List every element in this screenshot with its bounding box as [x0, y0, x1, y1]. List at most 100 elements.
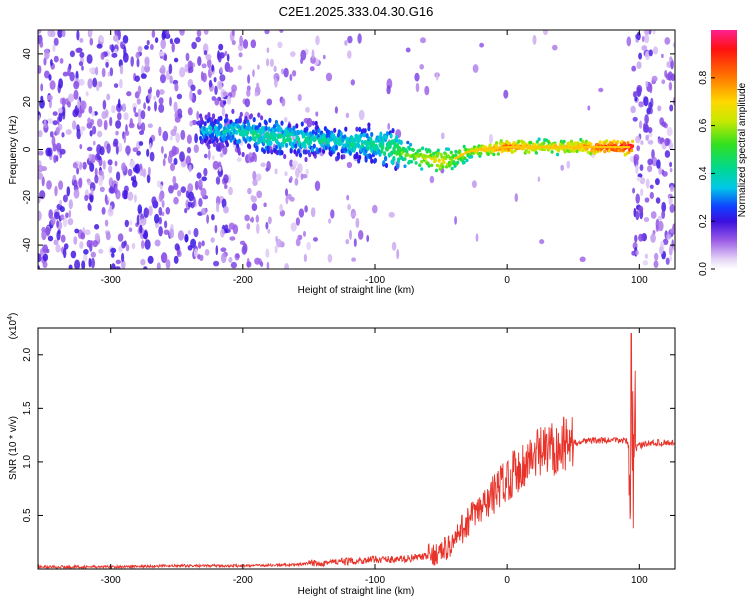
x-tick-label: -100: [365, 575, 385, 586]
noise-cell: [161, 200, 165, 208]
y-tick-label: -20: [22, 190, 33, 205]
noise-cell: [475, 233, 479, 242]
noise-cell: [206, 214, 210, 224]
noise-cell: [655, 178, 660, 186]
colorbar-tick-label: 0.2: [698, 214, 709, 228]
noise-cell: [632, 187, 636, 194]
svg-text:(x104): (x104): [7, 313, 19, 340]
noise-cell: [669, 168, 673, 173]
noise-cell: [133, 194, 137, 203]
noise-cell: [211, 214, 215, 221]
ridge-cell: [396, 163, 400, 169]
noise-cell: [113, 34, 119, 42]
noise-cell: [90, 257, 95, 269]
ridge-cell: [433, 158, 438, 163]
noise-cell: [98, 170, 104, 176]
noise-cell: [79, 51, 85, 58]
noise-cell: [89, 204, 92, 212]
ridge-cell: [403, 157, 407, 161]
noise-cell: [191, 41, 197, 50]
ridge-cell: [441, 165, 445, 169]
ridge-cell: [616, 140, 620, 144]
ridge-cell: [211, 113, 216, 119]
noise-cell: [156, 89, 160, 98]
noise-cell: [151, 196, 157, 206]
noise-cell: [560, 164, 564, 171]
noise-cell: [143, 102, 147, 110]
noise-cell: [661, 121, 667, 128]
noise-cell: [232, 224, 239, 235]
noise-cell: [598, 87, 604, 93]
ridge-cell: [237, 150, 241, 156]
ridge-cell: [575, 149, 579, 154]
noise-cell: [101, 111, 107, 120]
ridge-cell: [589, 142, 593, 146]
noise-cell: [201, 240, 205, 247]
noise-cell: [41, 176, 45, 187]
noise-cell: [72, 120, 77, 130]
ridge-cell: [300, 121, 304, 127]
noise-cell: [73, 80, 80, 90]
noise-cell: [350, 79, 355, 86]
noise-cell: [250, 39, 257, 49]
noise-cell: [330, 209, 335, 219]
noise-cell: [648, 101, 652, 110]
noise-cell: [73, 236, 78, 245]
noise-cell: [187, 201, 193, 208]
noise-cell: [226, 53, 230, 62]
noise-cell: [637, 173, 643, 178]
noise-cell: [104, 219, 109, 227]
ridge-cell: [212, 141, 216, 148]
noise-cell: [105, 61, 109, 68]
noise-cell: [156, 180, 161, 188]
ridge-cell: [420, 167, 424, 171]
ridge-cell: [385, 131, 389, 137]
noise-cell: [60, 234, 66, 243]
noise-cell: [255, 173, 262, 182]
ridge-cell: [428, 149, 432, 154]
ridge-cell: [383, 151, 387, 157]
noise-cell: [139, 224, 143, 234]
noise-cell: [351, 257, 356, 262]
noise-cell: [110, 247, 117, 254]
ridge-cell: [264, 120, 268, 126]
noise-cell: [61, 97, 66, 107]
noise-cell: [669, 255, 673, 262]
noise-cell: [89, 37, 94, 46]
noise-cell: [265, 221, 269, 230]
noise-cell: [141, 240, 145, 249]
noise-cell: [68, 264, 73, 269]
noise-cell: [643, 96, 649, 107]
ridge-cell: [542, 141, 546, 145]
noise-cell: [117, 40, 120, 46]
noise-cell: [116, 171, 121, 181]
noise-cell: [230, 261, 237, 269]
ridge-cell: [442, 160, 446, 164]
noise-cell: [174, 243, 180, 251]
noise-cell: [669, 104, 674, 112]
noise-cell: [254, 257, 261, 265]
ridge-cell: [287, 123, 291, 129]
noise-cell: [229, 236, 236, 241]
noise-cell: [184, 63, 188, 73]
noise-cell: [60, 214, 65, 221]
ridge-cell: [342, 154, 346, 160]
x-tick-label: 100: [631, 575, 648, 586]
noise-cell: [669, 203, 675, 213]
noise-cell: [644, 30, 650, 36]
noise-cell: [661, 79, 666, 85]
noise-cell: [641, 45, 648, 51]
ridge-cell: [510, 150, 514, 154]
noise-cell: [149, 142, 152, 150]
x-tick-label: 0: [504, 275, 510, 286]
noise-cell: [62, 217, 68, 228]
noise-cell: [303, 253, 307, 263]
ridge-cell: [420, 159, 424, 164]
noise-cell: [111, 52, 118, 58]
noise-cell: [358, 230, 364, 240]
noise-cell: [62, 247, 67, 259]
noise-cell: [664, 37, 671, 45]
noise-cell: [86, 54, 93, 64]
noise-cell: [653, 260, 659, 269]
noise-cell: [266, 261, 270, 269]
